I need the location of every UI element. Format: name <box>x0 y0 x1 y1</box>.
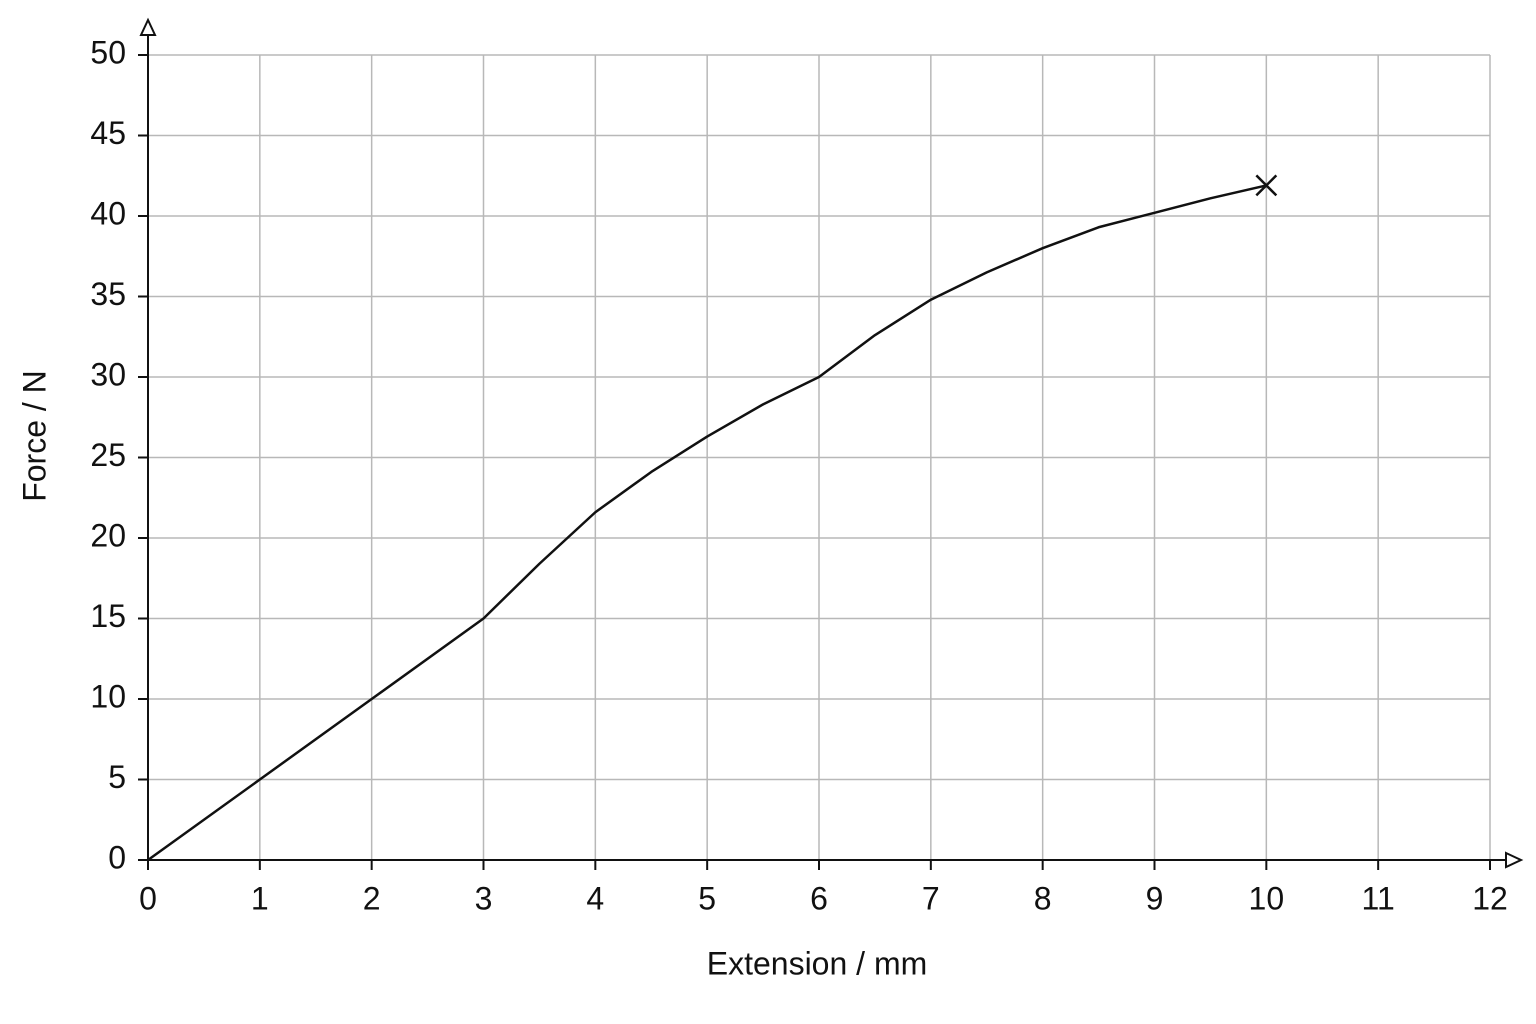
y-tick-label: 20 <box>90 517 126 553</box>
grid <box>147 54 1491 861</box>
x-tick-label: 3 <box>475 880 493 916</box>
y-tick-label: 50 <box>90 34 126 70</box>
y-axis-arrow <box>139 17 157 36</box>
x-tick-label: 12 <box>1472 880 1508 916</box>
x-axis-arrow <box>1505 851 1524 869</box>
y-tick-label: 45 <box>90 115 126 151</box>
end-marker <box>1255 174 1278 197</box>
y-tick-label: 0 <box>108 839 126 875</box>
x-tick-label: 6 <box>810 880 828 916</box>
y-axis-label: Force / N <box>16 370 52 502</box>
y-tick-label: 5 <box>108 759 126 795</box>
x-axis-label: Extension / mm <box>707 945 928 981</box>
y-tick-label: 35 <box>90 276 126 312</box>
y-tick-label: 30 <box>90 356 126 392</box>
y-tick-label: 10 <box>90 678 126 714</box>
y-tick-label: 25 <box>90 437 126 473</box>
x-tick-label: 10 <box>1249 880 1285 916</box>
x-tick-label: 8 <box>1034 880 1052 916</box>
x-tick-label: 1 <box>251 880 269 916</box>
x-tick-label: 0 <box>139 880 157 916</box>
y-tick-label: 15 <box>90 598 126 634</box>
x-tick-label: 2 <box>363 880 381 916</box>
axes <box>138 17 1524 870</box>
y-tick-label: 40 <box>90 195 126 231</box>
x-tick-label: 7 <box>922 880 940 916</box>
x-tick-label: 4 <box>586 880 604 916</box>
x-tick-label: 5 <box>698 880 716 916</box>
data-line <box>147 184 1267 862</box>
x-tick-label: 11 <box>1362 880 1395 916</box>
x-tick-label: 9 <box>1146 880 1164 916</box>
